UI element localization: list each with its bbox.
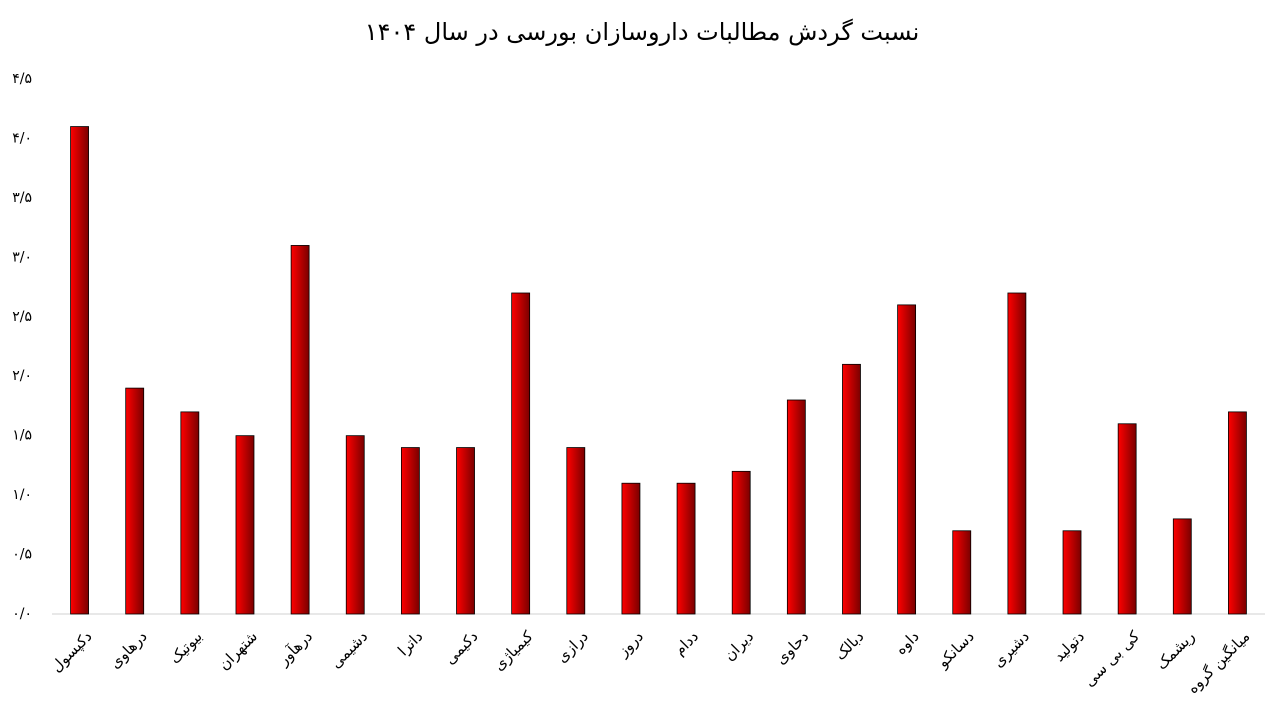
bar	[1228, 411, 1247, 615]
x-tick-label: کی بی سی	[1080, 627, 1143, 690]
bar	[1007, 292, 1027, 615]
x-tick-label: دبالک	[831, 627, 867, 663]
bar	[786, 399, 806, 615]
bar	[400, 447, 420, 615]
bar	[180, 411, 200, 615]
x-tick-label: دشیمی	[327, 627, 372, 672]
x-tick-label: دکپسول	[47, 627, 96, 676]
bar	[731, 470, 751, 615]
bar	[511, 292, 531, 615]
x-tick-label: درهآور	[274, 627, 316, 669]
bar	[456, 447, 475, 615]
bar	[952, 530, 972, 615]
y-tick-label: ۲/۰	[12, 368, 32, 384]
x-tick-label: شتهران	[215, 627, 261, 673]
bar	[125, 387, 145, 615]
bar	[1172, 518, 1192, 615]
x-tick-label: کیمیاژی	[490, 627, 538, 675]
x-tick-label: دکیمی	[441, 627, 482, 668]
x-tick-label: داوه	[892, 627, 923, 658]
y-tick-label: ۴/۰	[12, 130, 32, 146]
y-tick-label: ۱/۵	[12, 428, 32, 444]
bar	[842, 363, 861, 615]
bar	[345, 435, 365, 615]
x-tick-label: داترا	[394, 627, 426, 659]
y-tick-label: ۳/۰	[12, 249, 32, 265]
x-tick-label: دشیری	[989, 627, 1033, 671]
y-tick-label: ۱/۰	[12, 487, 32, 503]
x-tick-label: ددام	[670, 627, 702, 659]
bar	[1117, 423, 1137, 615]
x-tick-label: دتولید	[1050, 627, 1088, 665]
y-tick-label: ۲/۵	[12, 309, 32, 325]
bar	[566, 447, 586, 615]
x-tick-label: درهاوی	[106, 627, 151, 672]
x-tick-label: دحاوی	[772, 627, 813, 668]
bar	[235, 435, 255, 615]
y-tick-label: ۴/۵	[12, 71, 32, 87]
bar	[1062, 530, 1082, 615]
y-tick-label: ۳/۵	[12, 190, 32, 206]
y-tick-label: ۰/۵	[12, 547, 32, 563]
y-tick-label: ۰/۰	[12, 606, 32, 622]
bar	[676, 482, 696, 615]
x-tick-label: دسانکو	[933, 627, 978, 672]
x-tick-label: بیوتیک	[166, 627, 206, 667]
bar	[290, 245, 310, 615]
x-tick-label: درازی	[553, 627, 592, 666]
bar	[70, 126, 89, 615]
bar	[621, 482, 641, 615]
x-tick-label: دروز	[613, 627, 647, 661]
x-tick-label: ریشمک	[1152, 627, 1198, 673]
x-tick-label: دیران	[720, 627, 757, 664]
chart-title: نسبت گردش مطالبات داروسازان بورسی در سال…	[365, 18, 920, 46]
bar	[897, 304, 917, 615]
